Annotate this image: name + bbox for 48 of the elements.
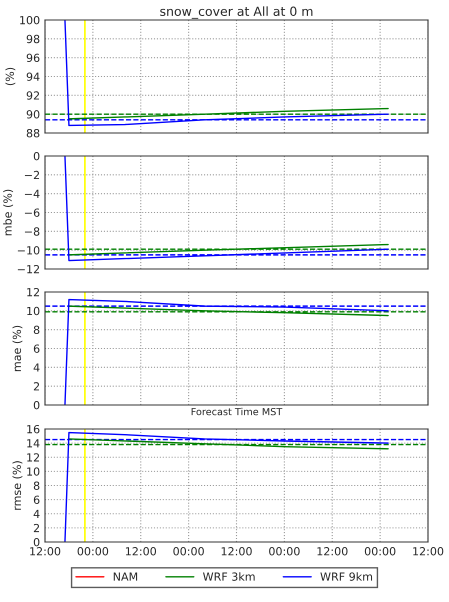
y-tick-label: 12: [27, 453, 40, 462]
y-tick-label: 2: [34, 382, 40, 390]
x-tick-label: 12:00: [126, 547, 156, 556]
y-tick-label: 12: [27, 288, 40, 296]
y-tick-label: −2: [24, 170, 40, 180]
chart-title: snow_cover at All at 0 m: [160, 6, 312, 19]
y-tick-label: 6: [34, 496, 40, 504]
y-tick-label: −12: [18, 264, 40, 274]
y-tick-label: 10: [27, 306, 40, 316]
y-tick-label: −4: [24, 190, 40, 198]
y-tick-label: 14: [27, 439, 40, 448]
x-tick-label: 00:00: [173, 547, 204, 556]
y-tick-label: 0: [34, 152, 40, 160]
y-tick-label: −6: [24, 208, 40, 217]
y-tick-label: 4: [34, 363, 40, 372]
x-tick-label: 00:00: [78, 547, 108, 556]
x-tick-label: 00:00: [269, 547, 300, 556]
y-axis-title: mbe (%): [3, 190, 14, 236]
legend-label: WRF 3km: [203, 572, 255, 581]
y-tick-label: 0: [34, 400, 40, 410]
x-tick-label: 00:00: [364, 547, 396, 556]
y-tick-label: 6: [34, 344, 40, 353]
y-tick-label: 8: [34, 326, 40, 334]
x-tick-label: 12:00: [317, 547, 348, 556]
y-tick-label: 8: [34, 481, 40, 490]
legend-label: NAM: [114, 572, 138, 581]
y-tick-label: −10: [18, 246, 40, 255]
y-axis-title: rmse (%): [12, 461, 22, 510]
y-tick-label: 100: [20, 16, 40, 24]
y-tick-label: 10: [27, 467, 40, 476]
x-tick-label: 12:00: [30, 547, 60, 556]
y-axis-title: (%): [5, 68, 16, 86]
y-tick-label: 16: [27, 424, 40, 434]
y-tick-label: 88: [26, 128, 40, 138]
y-tick-label: 2: [34, 524, 40, 532]
y-tick-label: 98: [26, 34, 40, 44]
y-axis-title: mae (%): [12, 326, 22, 372]
x-axis-title: Forecast Time MST: [192, 408, 282, 416]
y-tick-label: 0: [34, 538, 40, 546]
y-tick-label: 94: [26, 72, 40, 81]
y-tick-label: 90: [26, 110, 40, 119]
y-tick-label: 4: [34, 510, 40, 518]
y-tick-label: 92: [26, 91, 40, 100]
x-tick-label: 12:00: [222, 547, 252, 556]
x-tick-label: 12:00: [413, 547, 444, 556]
y-tick-label: 96: [26, 54, 40, 62]
y-tick-label: −8: [24, 227, 40, 236]
legend-label: WRF 9km: [320, 572, 372, 581]
